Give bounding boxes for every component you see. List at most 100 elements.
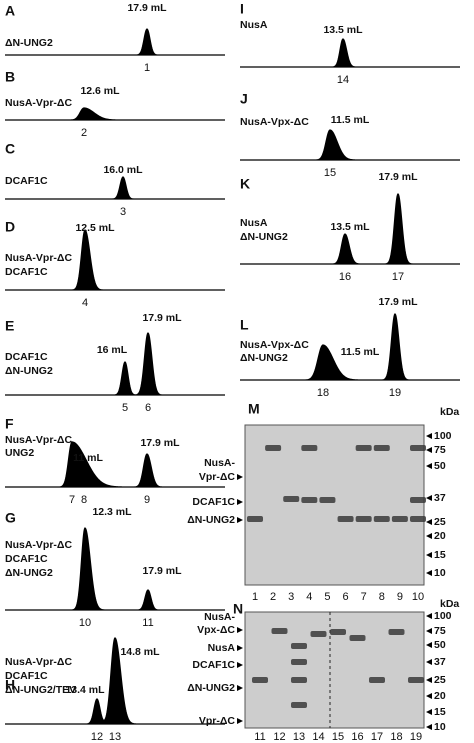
band bbox=[408, 677, 424, 683]
fraction-number: 2 bbox=[81, 127, 87, 139]
fraction-number: 4 bbox=[82, 297, 88, 309]
lane-number: 9 bbox=[397, 591, 403, 603]
sample-label: ΔN-UNG2 bbox=[5, 567, 53, 579]
marker-arrow bbox=[426, 463, 432, 469]
marker-arrow bbox=[426, 495, 432, 501]
panel-letter: G bbox=[5, 510, 16, 526]
fraction-number: 11 bbox=[142, 617, 153, 629]
marker-arrow bbox=[426, 519, 432, 525]
marker-arrow bbox=[426, 724, 432, 730]
marker-arrow bbox=[426, 613, 432, 619]
band bbox=[291, 643, 307, 649]
marker-label: 15 bbox=[434, 549, 446, 561]
sample-label: NusA-Vpx-ΔC bbox=[240, 116, 309, 128]
marker-label: 10 bbox=[434, 721, 446, 733]
elution-volume: 17.9 mL bbox=[140, 437, 180, 449]
chromatogram bbox=[240, 38, 460, 68]
sample-label: ΔN-UNG2 bbox=[5, 365, 53, 377]
gel bbox=[244, 424, 425, 586]
lane-number: 15 bbox=[332, 731, 344, 743]
sample-label: NusA-Vpr-ΔC bbox=[5, 656, 72, 668]
marker-label: 20 bbox=[434, 530, 446, 542]
marker-arrow bbox=[426, 433, 432, 439]
lane-number: 7 bbox=[361, 591, 367, 603]
band-label: NusA bbox=[208, 642, 236, 654]
lane-number: 5 bbox=[324, 591, 330, 603]
marker-arrow bbox=[426, 642, 432, 648]
fraction-number: 17 bbox=[392, 271, 404, 283]
band-arrow bbox=[237, 662, 243, 668]
elution-volume: 16.0 mL bbox=[103, 164, 143, 176]
elution-volume: 16 mL bbox=[97, 344, 128, 356]
panel-letter: D bbox=[5, 219, 15, 235]
chromatogram bbox=[5, 441, 225, 488]
elution-volume: 11 mL bbox=[73, 452, 103, 464]
chromatogram bbox=[5, 28, 225, 56]
lane-number: 6 bbox=[342, 591, 348, 603]
marker-arrow bbox=[426, 552, 432, 558]
band bbox=[252, 677, 268, 683]
band bbox=[369, 677, 385, 683]
fraction-number: 8 bbox=[81, 494, 87, 506]
elution-volume: 14.8 mL bbox=[120, 646, 160, 658]
sample-label: ΔN-UNG2/TEV bbox=[5, 684, 76, 696]
panel-letter: M bbox=[248, 401, 260, 417]
band bbox=[373, 516, 390, 522]
sample-label: NusA-Vpr-ΔC bbox=[5, 97, 72, 109]
elution-volume: 12.5 mL bbox=[75, 222, 115, 234]
band bbox=[301, 445, 318, 451]
fraction-number: 1 bbox=[144, 62, 150, 74]
fraction-number: 14 bbox=[337, 74, 349, 86]
fraction-number: 19 bbox=[389, 387, 401, 399]
chromatogram bbox=[5, 229, 225, 291]
marker-label: 75 bbox=[434, 625, 446, 637]
fraction-number: 3 bbox=[120, 206, 126, 218]
lane-number: 12 bbox=[273, 731, 285, 743]
fraction-number: 15 bbox=[324, 167, 336, 179]
band-arrow bbox=[237, 499, 243, 505]
band-arrow bbox=[237, 685, 243, 691]
fraction-number: 9 bbox=[144, 494, 150, 506]
elution-volume: 17.9 mL bbox=[127, 2, 167, 14]
sample-label: NusA-Vpr-ΔC bbox=[5, 252, 72, 264]
elution-volume: 13.5 mL bbox=[330, 221, 370, 233]
panel-letter: K bbox=[240, 176, 250, 192]
lane-number: 8 bbox=[379, 591, 385, 603]
sample-label: NusA-Vpr-ΔC bbox=[5, 434, 72, 446]
fraction-number: 5 bbox=[122, 402, 128, 414]
elution-volume: 13.4 mL bbox=[65, 684, 105, 696]
band bbox=[355, 516, 372, 522]
band bbox=[291, 702, 307, 708]
marker-label: 10 bbox=[434, 567, 446, 579]
band bbox=[319, 497, 336, 503]
marker-arrow bbox=[426, 533, 432, 539]
chromatogram bbox=[5, 176, 225, 200]
chromatogram bbox=[5, 527, 225, 611]
band-arrow bbox=[237, 718, 243, 724]
lane-number: 3 bbox=[288, 591, 294, 603]
marker-label: 100 bbox=[434, 430, 452, 442]
sample-label: DCAF1C bbox=[5, 351, 48, 363]
chromatogram bbox=[240, 193, 460, 265]
band-label: DCAF1C bbox=[192, 496, 235, 508]
band bbox=[349, 635, 366, 641]
band bbox=[247, 516, 263, 522]
chromatogram bbox=[5, 107, 225, 121]
elution-volume: 11.5 mL bbox=[331, 114, 370, 126]
band bbox=[410, 516, 426, 522]
lane-number: 11 bbox=[254, 731, 265, 743]
fraction-number: 12 bbox=[91, 731, 103, 743]
band bbox=[283, 496, 300, 502]
band-label: Vpr-ΔC bbox=[199, 471, 236, 483]
marker-arrow bbox=[426, 677, 432, 683]
panel-letter: J bbox=[240, 91, 248, 107]
band-label: DCAF1C bbox=[192, 659, 235, 671]
band-label: NusA- bbox=[204, 457, 235, 469]
sample-label: NusA bbox=[240, 19, 268, 31]
lane-number: 4 bbox=[306, 591, 312, 603]
lane-number: 19 bbox=[410, 731, 422, 743]
fraction-number: 7 bbox=[69, 494, 75, 506]
fraction-number: 10 bbox=[79, 617, 91, 629]
chromatogram bbox=[5, 637, 225, 725]
